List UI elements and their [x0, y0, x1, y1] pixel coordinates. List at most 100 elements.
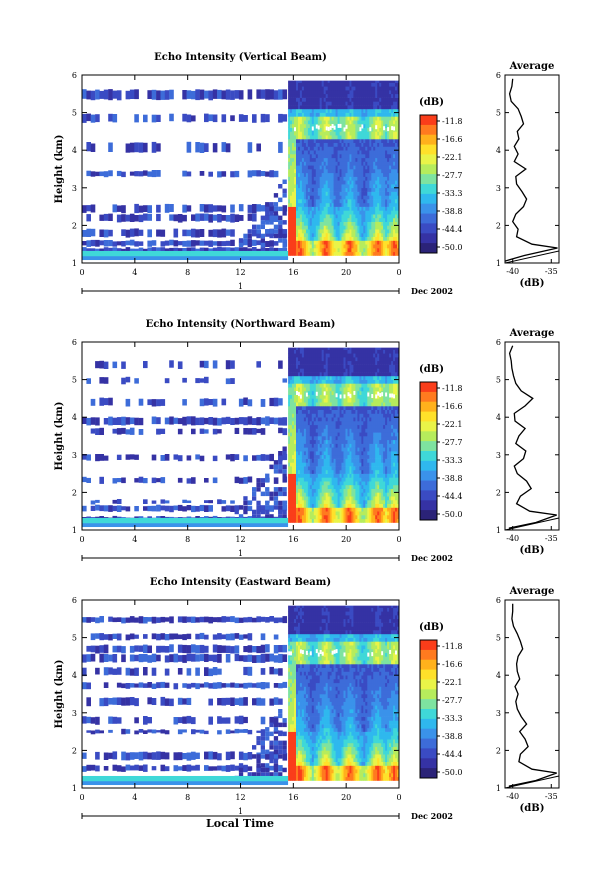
- colorbar-swatch: [420, 184, 437, 195]
- y-tick-label: 6: [72, 596, 77, 605]
- colorbar-swatch: [420, 640, 437, 651]
- profile-x-tick-label: -35: [545, 267, 558, 276]
- colorbar-swatch: [420, 490, 437, 501]
- x-tick-label: 0: [396, 268, 401, 277]
- colorbar-swatch: [420, 699, 437, 710]
- colorbar-swatch: [420, 758, 437, 769]
- colorbar-tick-label: -44.4: [442, 492, 463, 501]
- colorbar-swatch: [420, 401, 437, 412]
- y-tick-label: 2: [72, 488, 77, 497]
- colorbar-swatch: [420, 174, 437, 185]
- y-tick-label: 6: [72, 71, 77, 80]
- profile-x-label: (dB): [520, 278, 545, 289]
- x-tick-label: 16: [288, 268, 298, 277]
- colorbar-swatch: [420, 748, 437, 759]
- day-label: 1: [238, 282, 243, 291]
- colorbar-swatch: [420, 243, 437, 254]
- profile-y-tick-label: 6: [496, 71, 501, 80]
- colorbar-swatch: [420, 738, 437, 749]
- colorbar-tick-label: -33.3: [442, 189, 463, 198]
- colorbar-swatch: [420, 193, 437, 205]
- profile-x-tick-label: -40: [506, 267, 519, 276]
- x-tick-label: 0: [79, 268, 84, 277]
- colorbar-swatch: [420, 441, 437, 452]
- x-tick-label: 8: [185, 268, 190, 277]
- colorbar-tick-label: -27.7: [442, 171, 463, 180]
- colorbar-tick-label: -27.7: [442, 438, 463, 447]
- colorbar-tick-label: -16.6: [442, 402, 463, 411]
- colorbar-frame: [419, 381, 438, 521]
- date-label: Dec 2002: [411, 553, 453, 563]
- panel-title: Echo Intensity (Northward Beam): [146, 319, 336, 330]
- x-tick-label: 8: [185, 535, 190, 544]
- y-tick-label: 3: [72, 709, 77, 718]
- x-tick-label: 16: [288, 793, 298, 802]
- profile-y-tick-label: 3: [496, 184, 501, 193]
- colorbar-swatch: [420, 649, 437, 661]
- colorbar-swatch: [420, 213, 437, 224]
- profile-y-tick-label: 5: [496, 376, 501, 385]
- colorbar-tick-label: -38.8: [442, 732, 463, 741]
- profile-surface-line: [504, 517, 560, 531]
- colorbar-swatch: [420, 223, 437, 234]
- colorbar-swatch: [420, 718, 437, 730]
- date-label: Dec 2002: [411, 286, 453, 296]
- colorbar-tick-label: -11.8: [442, 117, 463, 126]
- colorbar-swatch: [420, 411, 437, 422]
- colorbar-swatch: [420, 728, 437, 739]
- colorbar-tick-label: -38.8: [442, 474, 463, 483]
- colorbar-swatch: [420, 154, 437, 165]
- profile-y-tick-label: 6: [496, 596, 501, 605]
- panel-1: Echo Intensity (Vertical Beam)123456Heig…: [54, 52, 560, 296]
- surface-layer-strip: [82, 517, 289, 527]
- surface-layer-strip: [82, 775, 289, 785]
- profile-x-label: (dB): [520, 545, 545, 556]
- panel-title: Echo Intensity (Eastward Beam): [150, 577, 331, 588]
- profile-x-tick-label: -35: [545, 534, 558, 543]
- x-tick-label: 4: [132, 268, 137, 277]
- colorbar-unit: (dB): [419, 97, 444, 108]
- profile-y-tick-label: 3: [496, 709, 501, 718]
- profile-frame: [504, 599, 560, 789]
- x-tick-label: 20: [341, 793, 351, 802]
- colorbar-swatch: [420, 768, 437, 779]
- profile-title: Average: [509, 328, 555, 339]
- y-tick-label: 3: [72, 184, 77, 193]
- profile-frame: [504, 341, 560, 531]
- colorbar-swatch: [420, 124, 437, 136]
- heatmap-cells: [82, 342, 399, 528]
- colorbar-unit: (dB): [419, 622, 444, 633]
- x-tick-label: 12: [235, 793, 245, 802]
- colorbar-swatch: [420, 115, 437, 126]
- x-tick-label: 20: [341, 268, 351, 277]
- profile-y-tick-label: 2: [496, 221, 501, 230]
- colorbar-swatch: [420, 164, 437, 175]
- colorbar-tick-label: -22.1: [442, 420, 463, 429]
- colorbar-tick-label: -16.6: [442, 135, 463, 144]
- profile-y-tick-label: 4: [496, 146, 501, 155]
- y-axis-label: Height (km): [54, 402, 65, 471]
- profile-y-tick-label: 2: [496, 746, 501, 755]
- colorbar-swatch: [420, 391, 437, 403]
- colorbar-tick-label: -16.6: [442, 660, 463, 669]
- x-tick-label: 16: [288, 535, 298, 544]
- y-tick-label: 4: [72, 671, 77, 680]
- profile-y-tick-label: 1: [496, 784, 501, 793]
- colorbar-swatch: [420, 203, 437, 214]
- colorbar-swatch: [420, 134, 437, 145]
- y-tick-label: 2: [72, 221, 77, 230]
- profile-frame: [504, 74, 560, 264]
- colorbar-frame: [419, 114, 438, 254]
- colorbar-swatch: [420, 659, 437, 670]
- y-tick-label: 1: [72, 526, 77, 535]
- colorbar-swatch: [420, 233, 437, 244]
- colorbar-tick-label: -50.0: [442, 768, 463, 777]
- y-tick-label: 1: [72, 784, 77, 793]
- profile-line: [508, 345, 557, 529]
- panel-title: Echo Intensity (Vertical Beam): [154, 52, 327, 63]
- colorbar-swatch: [420, 460, 437, 472]
- profile-y-tick-label: 3: [496, 451, 501, 460]
- colorbar-swatch: [420, 709, 437, 720]
- y-tick-label: 4: [72, 413, 77, 422]
- colorbar-swatch: [420, 431, 437, 442]
